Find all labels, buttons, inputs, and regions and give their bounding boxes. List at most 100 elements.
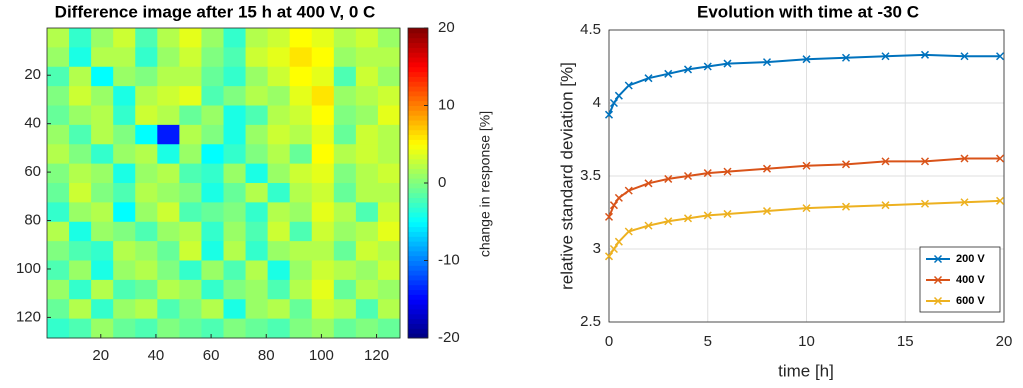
marker	[609, 244, 618, 254]
heatmap-cell	[179, 28, 202, 48]
colorbar-segment	[408, 328, 428, 334]
marker	[644, 179, 653, 188]
y-tick-label: 60	[24, 163, 41, 180]
marker	[604, 252, 614, 261]
heatmap-cell	[113, 124, 136, 145]
x-tick-label: 5	[704, 333, 712, 350]
heatmap-cell	[333, 279, 357, 300]
colorbar-segment	[408, 270, 428, 276]
heatmap-cell	[179, 318, 202, 339]
heatmap-cell	[113, 279, 136, 300]
heatmap-cell	[91, 163, 114, 184]
colorbar-segment	[408, 236, 428, 242]
heatmap-cell	[91, 66, 114, 87]
heatmap-cell	[113, 66, 136, 87]
heatmap-cell	[157, 202, 180, 223]
heatmap-cell	[311, 241, 335, 261]
heatmap-cell	[245, 241, 269, 261]
heatmap-cell	[223, 163, 247, 184]
heatmap-cell	[47, 28, 70, 48]
heatmap-cell	[91, 260, 114, 281]
y-tick-label: 40	[24, 115, 41, 132]
marker	[960, 154, 969, 163]
heatmap-cell	[135, 241, 158, 261]
heatmap-cell	[333, 86, 357, 106]
heatmap-cell	[69, 47, 92, 68]
heatmap-cell	[179, 66, 202, 87]
heatmap-cell	[311, 47, 335, 68]
heatmap-cell	[47, 318, 70, 339]
heatmap-cell	[245, 299, 269, 320]
heatmap-cell	[311, 318, 335, 339]
marker	[703, 211, 712, 220]
colorbar-tick-label: -20	[438, 329, 460, 346]
heatmap-cell	[47, 86, 70, 106]
heatmap-cell	[157, 47, 180, 68]
heatmap-cell	[201, 279, 224, 300]
heatmap-cell	[157, 318, 180, 339]
colorbar-segment	[408, 279, 428, 286]
heatmap-cell	[245, 221, 269, 242]
heatmap-cell	[47, 299, 70, 320]
legend-label: 200 V	[956, 253, 985, 265]
colorbar-segment	[408, 139, 428, 145]
heatmap-cell	[113, 202, 136, 223]
heatmap-cell	[179, 221, 202, 242]
heatmap-cell	[69, 260, 92, 281]
heatmap-cell	[245, 66, 269, 87]
marker	[802, 204, 811, 213]
marker	[723, 167, 732, 176]
plot-frame	[46, 27, 401, 339]
heatmap-cell	[267, 124, 291, 145]
heatmap-cell	[355, 105, 379, 126]
heatmap-cell	[223, 144, 247, 165]
heatmap-cell	[223, 28, 247, 48]
heatmap-cell	[69, 318, 92, 339]
heatmap-cell	[157, 163, 180, 184]
colorbar-segment	[408, 163, 428, 169]
heatmap-cell	[333, 124, 357, 145]
heatmap-cell	[135, 47, 158, 68]
heatmap-cell	[377, 105, 401, 126]
marker	[762, 58, 772, 67]
heatmap-cell	[157, 66, 180, 87]
colorbar-segment	[408, 289, 428, 295]
heatmap-cell	[355, 299, 379, 320]
colorbar-segment	[408, 81, 428, 87]
heatmap-cell	[289, 47, 313, 68]
heatmap-cell	[355, 86, 379, 106]
marker	[703, 169, 712, 178]
heatmap-cell	[179, 299, 202, 320]
heatmap-cell	[135, 221, 158, 242]
heatmap-cell	[311, 163, 335, 184]
heatmap-cell	[311, 144, 335, 165]
heatmap-cell	[333, 66, 357, 87]
heatmap-cell	[267, 221, 291, 242]
heatmap-cell	[333, 28, 357, 48]
heatmap-cell	[355, 279, 379, 300]
colorbar-segment	[408, 158, 428, 165]
heatmap-cell	[267, 279, 291, 300]
heatmap-cell	[267, 163, 291, 184]
marker	[624, 186, 633, 195]
heatmap-cell	[69, 163, 92, 184]
marker	[624, 81, 633, 90]
marker	[762, 207, 772, 216]
heatmap-cell	[289, 279, 313, 300]
heatmap-cell	[47, 241, 70, 261]
colorbar-segment	[408, 221, 428, 228]
x-tick-label: 15	[897, 333, 914, 350]
heatmap-cell	[223, 183, 247, 203]
heatmap-cell	[201, 28, 224, 48]
heatmap-cell	[47, 221, 70, 242]
heatmap-cell	[157, 299, 180, 320]
colorbar-segment	[408, 120, 428, 126]
heatmap-cell	[377, 86, 401, 106]
colorbar-segment	[408, 308, 428, 315]
heatmap-cell	[355, 202, 379, 223]
heatmap-cell	[69, 124, 92, 145]
marker	[996, 154, 1005, 163]
heatmap-cell	[157, 105, 180, 126]
heatmap-cell	[333, 202, 357, 223]
heatmap-cell	[355, 163, 379, 184]
